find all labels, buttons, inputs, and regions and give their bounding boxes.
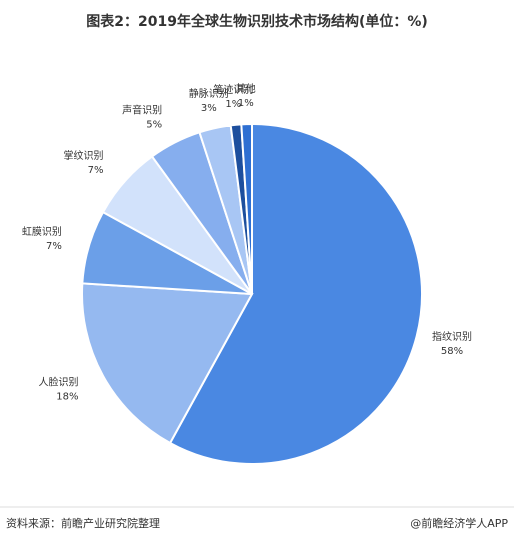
slice-value: 18%	[56, 391, 78, 402]
slice-label: 人脸识别	[38, 375, 78, 388]
slice-label: 掌纹识别	[63, 149, 103, 162]
slice-value: 1%	[225, 99, 241, 110]
slice-label: 其他	[236, 82, 256, 95]
pie-slice	[240, 122, 253, 295]
slice-label: 虹膜识别	[22, 226, 62, 238]
slice-label: 声音识别	[122, 104, 162, 117]
source: 资料来源：前瞻产业研究院整理	[6, 516, 160, 530]
pie-slice	[81, 282, 254, 445]
slice-label: 笔迹识别	[213, 83, 253, 96]
slice-value: 1%	[238, 98, 254, 109]
chart-title: 图表2：2019年全球生物识别技术市场结构(单位：%)	[86, 13, 428, 30]
pie-slice	[168, 122, 423, 465]
slice-label: 静脉识别	[189, 87, 229, 100]
slice-label: 指纹识别	[432, 330, 472, 343]
slice-value: 3%	[201, 103, 217, 114]
slice-value: 7%	[46, 241, 62, 252]
slice-value: 7%	[88, 165, 104, 176]
slice-value: 58%	[441, 346, 463, 357]
slice-value: 5%	[146, 120, 162, 131]
credit: @前瞻经济学人APP	[410, 516, 508, 530]
